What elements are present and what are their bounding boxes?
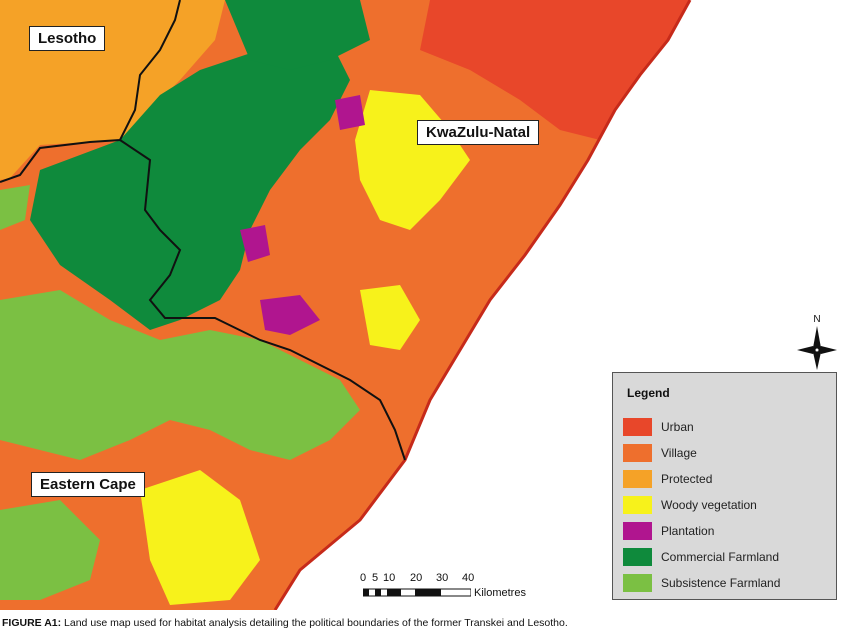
eastern-cape-label: Eastern Cape xyxy=(31,472,145,497)
legend-swatch-subsistence xyxy=(623,574,652,592)
legend-swatch-village xyxy=(623,444,652,462)
legend-item-label: Protected xyxy=(661,472,713,486)
figure-caption: FIGURE A1: Land use map used for habitat… xyxy=(2,617,568,629)
scale-tick-label: 0 xyxy=(360,572,367,584)
lesotho-border xyxy=(0,0,181,183)
legend-swatch-urban xyxy=(623,418,652,436)
scale-tick-label: 5 xyxy=(372,572,379,584)
scale-tick-label: 10 xyxy=(383,572,396,584)
land-use-map xyxy=(0,0,692,610)
subsistence-farmland-west xyxy=(0,185,30,230)
legend-item-label: Village xyxy=(661,446,697,460)
north-label: N xyxy=(813,314,820,325)
plantation-patch-south xyxy=(260,295,320,335)
legend-item-label: Subsistence Farmland xyxy=(661,576,781,590)
scale-unit-label: Kilometres xyxy=(474,587,526,599)
lesotho-label: Lesotho xyxy=(29,26,106,51)
legend-item-label: Urban xyxy=(661,420,694,434)
provincial-border xyxy=(119,139,406,461)
legend-swatch-commercial xyxy=(623,548,652,566)
north-arrow-icon: N xyxy=(797,314,837,370)
caption-text: Land use map used for habitat analysis d… xyxy=(61,617,568,629)
legend-item-label: Commercial Farmland xyxy=(661,550,780,564)
scale-tick-label: 40 xyxy=(462,572,475,584)
kwazulu-natal-label: KwaZulu-Natal xyxy=(417,120,540,145)
woody-vegetation-coast xyxy=(360,285,420,350)
plantation-patch-north xyxy=(335,95,365,130)
legend-item-label: Plantation xyxy=(661,524,715,538)
coastline xyxy=(273,0,692,610)
legend-panel: Legend Urban Village Protected Woody veg… xyxy=(612,372,837,600)
legend-swatch-plantation xyxy=(623,522,652,540)
woody-vegetation-south xyxy=(140,470,260,605)
plantation-patch-central xyxy=(240,225,270,262)
legend-title: Legend xyxy=(627,386,670,400)
urban-northeast xyxy=(420,0,690,140)
legend-swatch-protected xyxy=(623,470,652,488)
commercial-farmland-belt xyxy=(30,30,350,330)
subsistence-farmland-south xyxy=(0,290,360,460)
scale-bar-graphic xyxy=(363,588,471,597)
commercial-farmland-north xyxy=(225,0,370,70)
subsistence-farmland-southwest xyxy=(0,500,100,600)
legend-item-label: Woody vegetation xyxy=(661,498,757,512)
legend-swatch-woody xyxy=(623,496,652,514)
scale-tick-label: 30 xyxy=(436,572,449,584)
scale-bar: 0 5 10 20 30 40 Kilometres xyxy=(360,572,580,602)
caption-lead: FIGURE A1: xyxy=(2,617,62,629)
scale-tick-label: 20 xyxy=(410,572,423,584)
